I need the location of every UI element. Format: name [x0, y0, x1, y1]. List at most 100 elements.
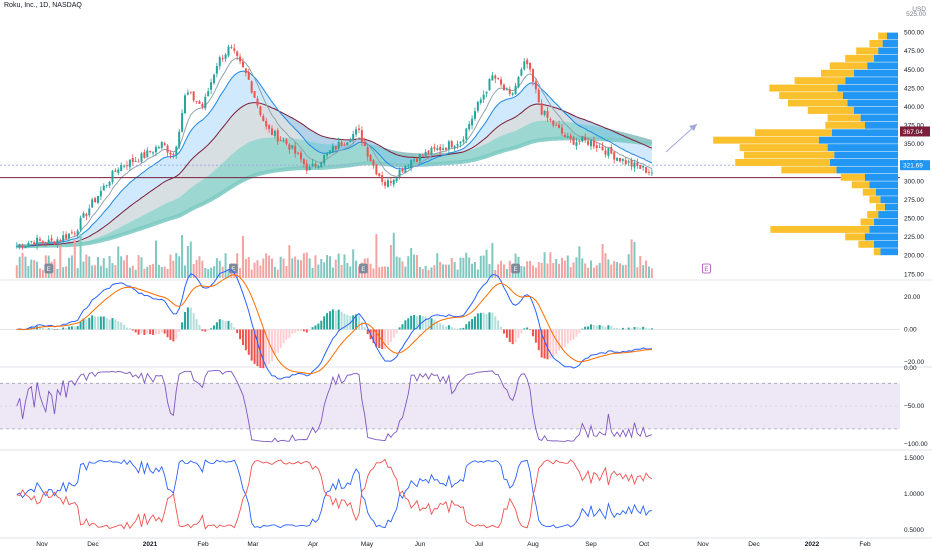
volume-profile-up-bar: [865, 233, 898, 241]
candle-body: [131, 158, 134, 163]
candle-body: [630, 159, 633, 167]
candle-body: [297, 152, 300, 154]
volume-bar: [343, 254, 346, 278]
candle-body: [172, 154, 175, 156]
volume-profile-down-bar: [840, 173, 865, 181]
macd-histogram-bar: [415, 316, 418, 330]
candle-body: [259, 106, 262, 115]
candle-body: [534, 81, 537, 90]
candle-body: [256, 98, 259, 106]
volume-bar: [244, 258, 247, 278]
macd-histogram-bar: [131, 329, 134, 331]
volume-profile-down-bar: [770, 225, 870, 233]
candle-body: [613, 152, 616, 160]
bull-power-line: [16, 459, 653, 529]
volume-bar: [294, 256, 297, 278]
volume-bar: [381, 266, 384, 278]
macd-histogram-bar: [163, 329, 166, 334]
candle-body: [99, 190, 102, 197]
time-axis-label: Feb: [859, 541, 871, 548]
volume-bar: [537, 262, 540, 278]
volume-bar: [297, 259, 300, 278]
volume-profile-up-bar: [837, 84, 898, 92]
volume-bar: [73, 239, 76, 278]
macd-histogram-bar: [360, 321, 363, 330]
candle-body: [543, 111, 546, 115]
volume-bar: [398, 257, 401, 278]
candle-body: [511, 93, 514, 95]
macd-histogram-bar: [610, 325, 613, 330]
volume-bar: [413, 254, 416, 278]
candle-body: [50, 238, 53, 241]
price-tick-label: 225.00: [904, 234, 924, 241]
volume-bar: [479, 255, 482, 278]
macd-histogram-bar: [337, 309, 340, 330]
candle-body: [589, 140, 592, 147]
volume-bar: [143, 268, 146, 278]
candle-body: [618, 157, 621, 162]
candle-body: [270, 128, 273, 136]
candle-body: [149, 151, 152, 153]
candle-body: [540, 103, 543, 115]
candle-body: [485, 91, 488, 94]
volume-bar: [79, 233, 82, 278]
volume-bar: [505, 268, 508, 278]
macd-histogram-bar: [302, 329, 305, 332]
candle-body: [355, 129, 358, 135]
macd-histogram-bar: [589, 324, 592, 330]
macd-histogram-bar: [297, 329, 300, 332]
macd-histogram-bar: [633, 327, 636, 330]
macd-histogram-bar: [149, 329, 152, 335]
macd-histogram-bar: [308, 329, 311, 331]
volume-bar: [67, 257, 70, 278]
candle-body: [578, 141, 581, 142]
candle-body: [166, 145, 169, 153]
macd-histogram-bar: [427, 318, 430, 330]
candle-body: [195, 101, 198, 102]
volume-bar: [131, 265, 134, 278]
macd-histogram-bar: [407, 318, 410, 330]
candle-body: [459, 141, 462, 144]
candle-body: [183, 95, 186, 114]
volume-bar: [157, 264, 160, 278]
candle-body: [250, 81, 253, 93]
macd-histogram-bar: [328, 311, 331, 330]
ma-ribbon-mid: [16, 102, 652, 247]
volume-bar: [531, 265, 534, 278]
arrow-head: [689, 124, 697, 131]
volume-bar: [210, 267, 213, 278]
candle-body: [436, 148, 439, 150]
earnings-marker: [702, 263, 711, 274]
volume-bar: [120, 256, 123, 278]
macd-histogram-bar: [201, 329, 204, 331]
candle-body: [552, 120, 555, 126]
macd-histogram-bar: [105, 318, 108, 330]
volume-bar: [30, 259, 33, 278]
volume-bar: [372, 268, 375, 278]
volume-bar: [38, 268, 41, 278]
candle-body: [642, 165, 645, 168]
volume-profile-up-bar: [827, 144, 898, 152]
macd-histogram-bar: [511, 329, 514, 345]
candle-body: [65, 234, 68, 239]
volume-bar: [642, 265, 645, 278]
macd-histogram-bar: [102, 316, 105, 330]
volume-bar: [96, 257, 99, 278]
macd-histogram-bar: [241, 329, 244, 346]
candle-body: [584, 137, 587, 141]
volume-profile-down-bar: [856, 47, 879, 55]
candle-body: [447, 141, 450, 150]
candle-body: [207, 91, 210, 97]
macd-histogram-bar: [352, 315, 355, 330]
candle-body: [33, 242, 36, 245]
macd-histogram-bar: [433, 319, 436, 330]
candle-body: [517, 76, 520, 88]
volume-profile-up-bar: [887, 32, 898, 40]
candle-body: [372, 160, 375, 166]
macd-histogram-bar: [50, 328, 53, 330]
volume-profile-up-bar: [836, 166, 898, 174]
volume-bar: [433, 265, 436, 278]
volume-bar: [427, 269, 430, 278]
macd-histogram-bar: [212, 325, 215, 330]
volume-bar: [647, 266, 650, 278]
